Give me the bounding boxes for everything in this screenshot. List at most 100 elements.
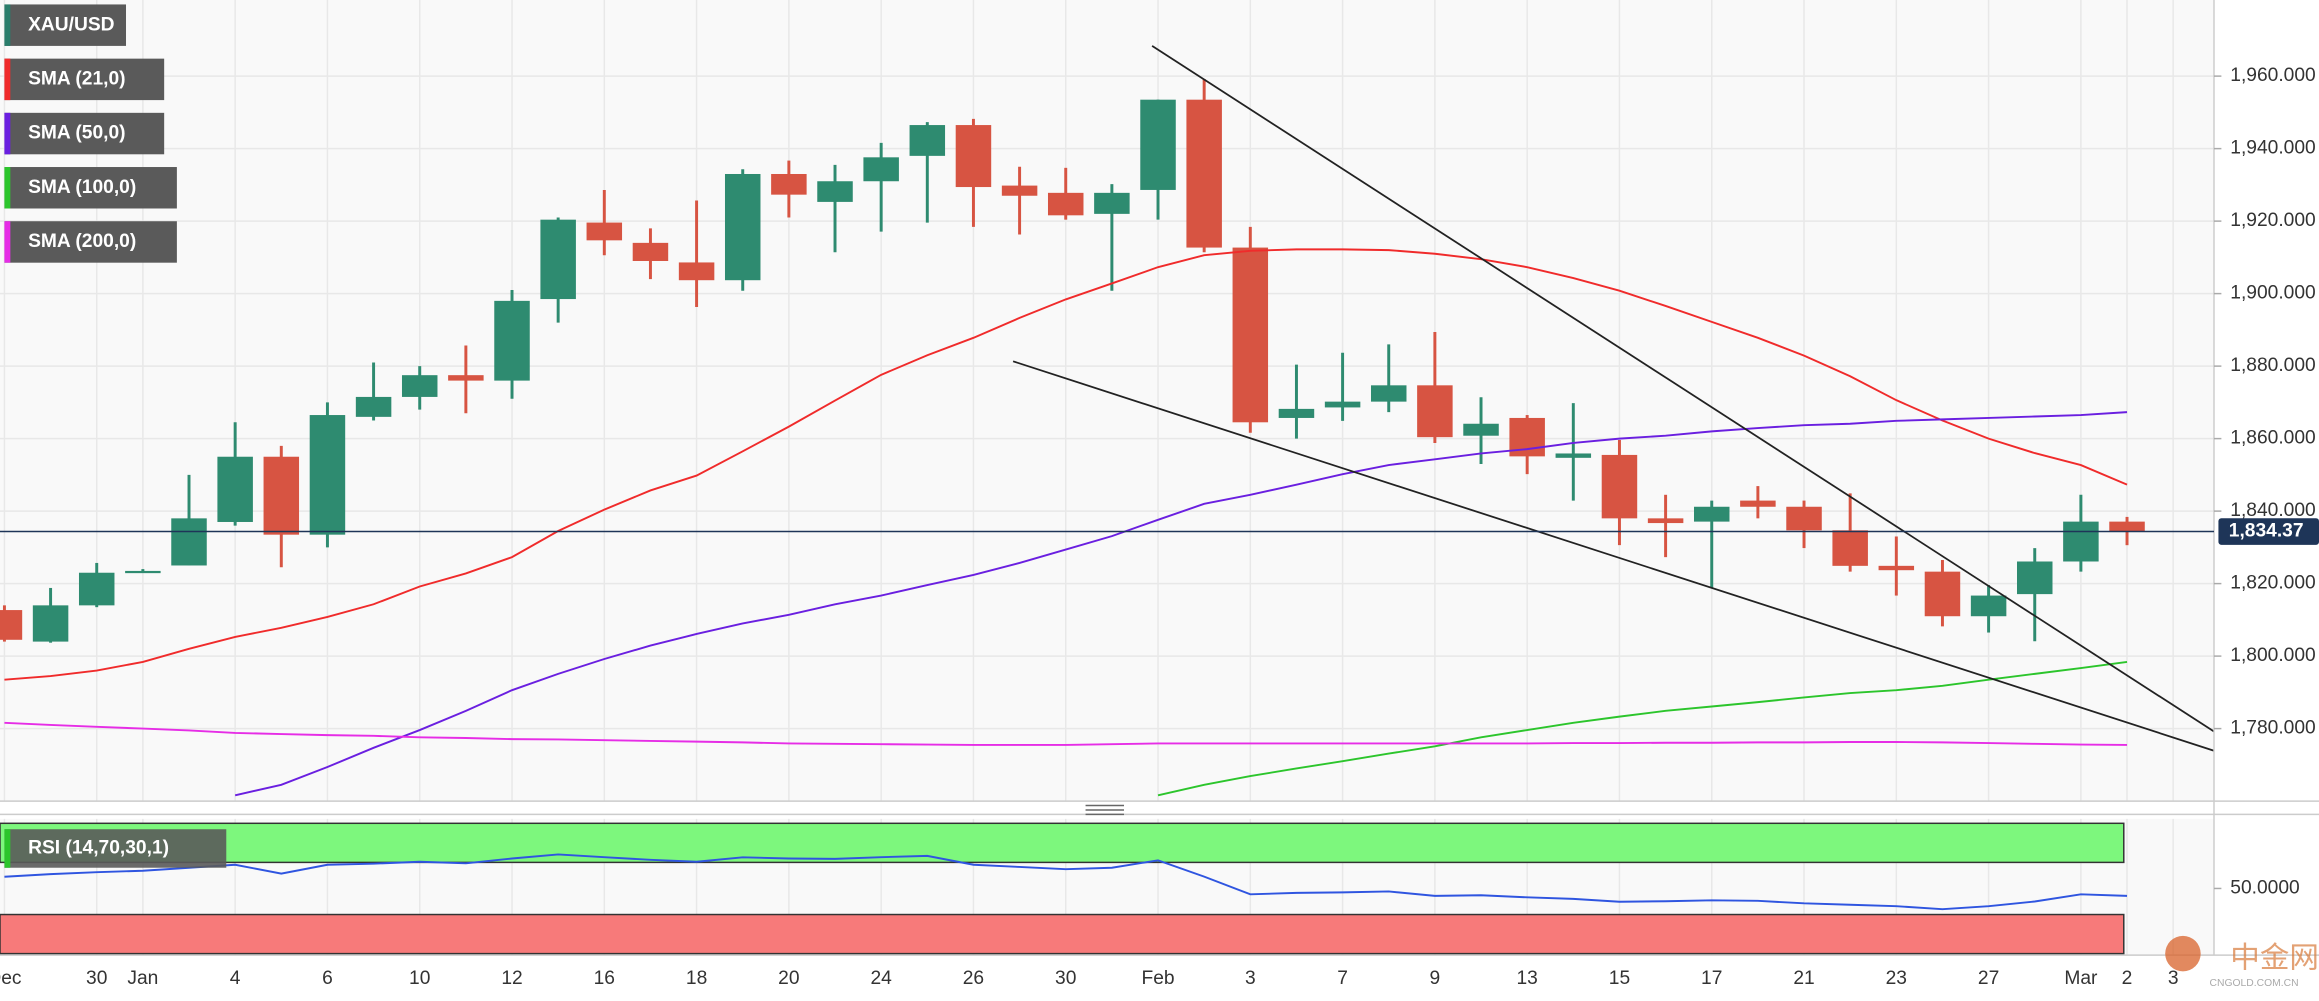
trend-line bbox=[1151, 45, 2215, 733]
x-tick-label: 26 bbox=[963, 968, 984, 989]
y-tick-label: 1,820.000 bbox=[2230, 573, 2315, 594]
rsi-tick-label: 50.0000 bbox=[2230, 878, 2299, 899]
sma-line bbox=[1157, 660, 2128, 797]
x-tick-label: 4 bbox=[230, 968, 241, 989]
x-tick-label: 17 bbox=[1701, 968, 1722, 989]
legend-box bbox=[4, 58, 165, 101]
watermark-url: CNGOLD.COM.CN bbox=[2210, 978, 2299, 989]
sma-line bbox=[4, 721, 2128, 746]
candle-body bbox=[540, 219, 576, 300]
x-tick-label: 24 bbox=[870, 968, 892, 989]
legend-label: SMA (21,0) bbox=[28, 68, 125, 89]
y-tick-label: 1,900.000 bbox=[2230, 283, 2315, 304]
candle-body bbox=[125, 570, 161, 574]
sma-line bbox=[234, 411, 2128, 797]
resize-handle[interactable] bbox=[1085, 804, 1125, 816]
candle-body bbox=[401, 375, 438, 397]
candle-body bbox=[724, 173, 761, 281]
candle-body bbox=[1140, 99, 1176, 190]
legend-entry[interactable]: SMA (21,0) bbox=[4, 58, 165, 101]
legend-swatch bbox=[4, 58, 11, 101]
y-tick-label: 1,940.000 bbox=[2230, 138, 2315, 159]
x-tick-label: 23 bbox=[1886, 968, 1907, 989]
price-tag bbox=[2218, 518, 2319, 545]
candle-body bbox=[955, 125, 992, 188]
trend-line bbox=[1012, 360, 2215, 752]
x-tick-label: 13 bbox=[1516, 968, 1537, 989]
x-tick-label: 9 bbox=[1430, 968, 1441, 989]
plot-background bbox=[0, 0, 2214, 801]
legend-entry[interactable]: XAU/USD bbox=[4, 4, 127, 46]
oversold-band bbox=[0, 913, 2125, 955]
candle-body bbox=[817, 181, 853, 202]
candle-body bbox=[171, 518, 207, 566]
candle-body bbox=[1555, 453, 1592, 458]
candle-body bbox=[309, 415, 346, 535]
candle-body bbox=[1278, 408, 1315, 418]
candle-body bbox=[1601, 454, 1638, 519]
x-tick-label: 15 bbox=[1609, 968, 1630, 989]
x-tick-label: Dec bbox=[0, 968, 22, 989]
x-tick-label: Jan bbox=[127, 968, 158, 989]
legend-swatch bbox=[4, 112, 11, 155]
legend-label: SMA (100,0) bbox=[28, 177, 136, 198]
x-tick-label: 20 bbox=[778, 968, 799, 989]
legend-entry[interactable]: SMA (50,0) bbox=[4, 112, 165, 155]
x-tick-label: 3 bbox=[2168, 968, 2179, 989]
candle-body bbox=[1693, 506, 1730, 522]
overlay: Dec30Jan461012161820242630Feb37913151721… bbox=[0, 4, 2319, 989]
candle-body bbox=[2109, 521, 2145, 532]
candle-body bbox=[632, 242, 669, 261]
x-tick-label: 21 bbox=[1793, 968, 1814, 989]
legend-box bbox=[4, 4, 127, 46]
x-tick-label: 12 bbox=[501, 968, 522, 989]
legend-label: SMA (50,0) bbox=[28, 123, 125, 144]
candle-body bbox=[771, 173, 807, 195]
candle-body bbox=[678, 262, 715, 281]
y-tick-label: 1,960.000 bbox=[2230, 65, 2315, 86]
legend-swatch bbox=[4, 221, 11, 263]
sma-line bbox=[4, 248, 2128, 681]
legend-entry[interactable]: SMA (200,0) bbox=[4, 221, 177, 263]
legend-label: RSI (14,70,30,1) bbox=[28, 838, 169, 859]
candle-body bbox=[355, 396, 392, 417]
x-tick-label: 30 bbox=[1055, 968, 1076, 989]
candle-body bbox=[909, 125, 946, 156]
candle-body bbox=[494, 300, 530, 381]
candle-body bbox=[1232, 247, 1269, 423]
candle-body bbox=[1832, 530, 1868, 566]
candle-body bbox=[1417, 385, 1453, 438]
candle-body bbox=[1463, 423, 1499, 436]
watermark-logo bbox=[2165, 935, 2201, 972]
candle-body bbox=[1370, 385, 1407, 402]
y-tick-label: 1,780.000 bbox=[2230, 718, 2315, 739]
legend-box bbox=[4, 112, 165, 155]
candle-body bbox=[1324, 401, 1361, 408]
x-tick-label: Mar bbox=[2064, 968, 2098, 989]
candle-body bbox=[0, 610, 23, 640]
legend-swatch bbox=[4, 167, 11, 209]
legend-swatch bbox=[4, 4, 11, 46]
marks bbox=[0, 79, 2145, 955]
candle-body bbox=[586, 222, 623, 241]
overbought-band bbox=[0, 822, 2125, 864]
y-tick-label: 1,880.000 bbox=[2230, 355, 2315, 376]
x-tick-label: 18 bbox=[686, 968, 707, 989]
candle-body bbox=[1186, 99, 1222, 248]
y-tick-label: 1,840.000 bbox=[2230, 500, 2315, 521]
candle-body bbox=[263, 456, 300, 535]
y-tick-label: 1,800.000 bbox=[2230, 645, 2315, 666]
candle-body bbox=[2016, 561, 2053, 595]
x-tick-label: 3 bbox=[1245, 968, 1256, 989]
candle-body bbox=[217, 456, 253, 522]
legend-box bbox=[4, 221, 177, 263]
legend-entry[interactable]: SMA (100,0) bbox=[4, 167, 177, 209]
candle-body bbox=[448, 375, 484, 381]
candle-body bbox=[2063, 521, 2099, 562]
rsi-legend[interactable]: RSI (14,70,30,1) bbox=[4, 829, 227, 868]
candle-body bbox=[1647, 518, 1684, 524]
candle-body bbox=[1970, 595, 2007, 617]
x-tick-label: 10 bbox=[409, 968, 430, 989]
y-tick-label: 1,860.000 bbox=[2230, 428, 2315, 449]
